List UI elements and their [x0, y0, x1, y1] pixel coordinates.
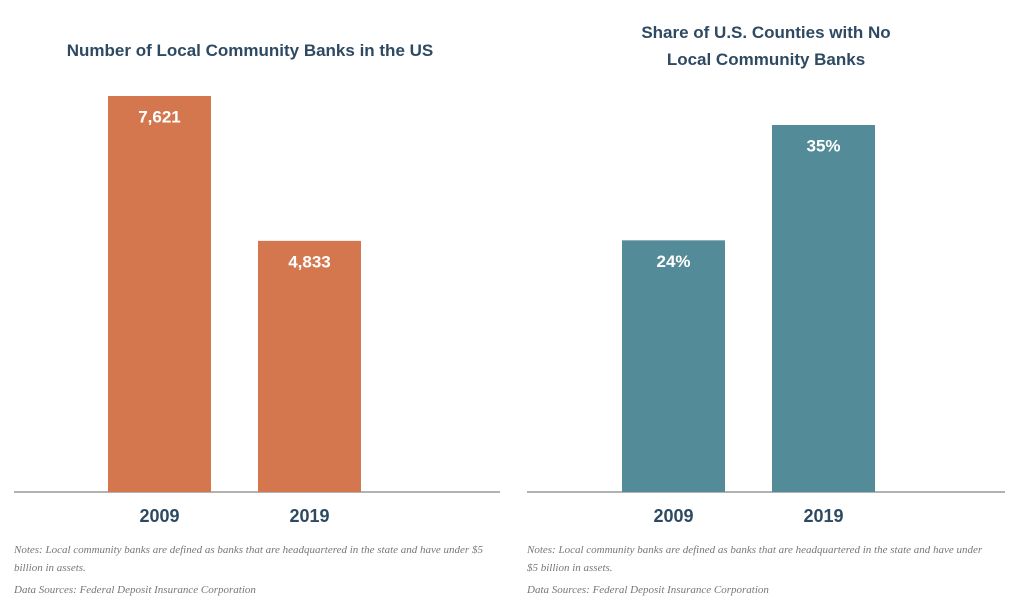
x-tick-label: 2009: [139, 506, 179, 526]
value-label: 24%: [656, 252, 690, 271]
value-label: 35%: [806, 136, 840, 155]
value-label: 7,621: [138, 107, 181, 126]
x-tick-label: 2019: [289, 506, 329, 526]
source: Data Sources: Federal Deposit Insurance …: [527, 584, 769, 596]
chart-title: Number of Local Community Banks in the U…: [66, 41, 434, 60]
value-label: 4,833: [288, 252, 331, 271]
x-tick-label: 2019: [803, 506, 843, 526]
bar: [108, 96, 211, 492]
bar: [258, 240, 361, 492]
source: Data Sources: Federal Deposit Insurance …: [14, 584, 256, 596]
chart-title: Share of U.S. Counties with No Local Com…: [641, 23, 891, 69]
notes: Notes: Local community banks are defined…: [14, 544, 483, 574]
notes: Notes: Local community banks are defined…: [527, 544, 983, 574]
x-tick-label: 2009: [653, 506, 693, 526]
bar: [772, 125, 875, 492]
bar: [622, 240, 725, 492]
